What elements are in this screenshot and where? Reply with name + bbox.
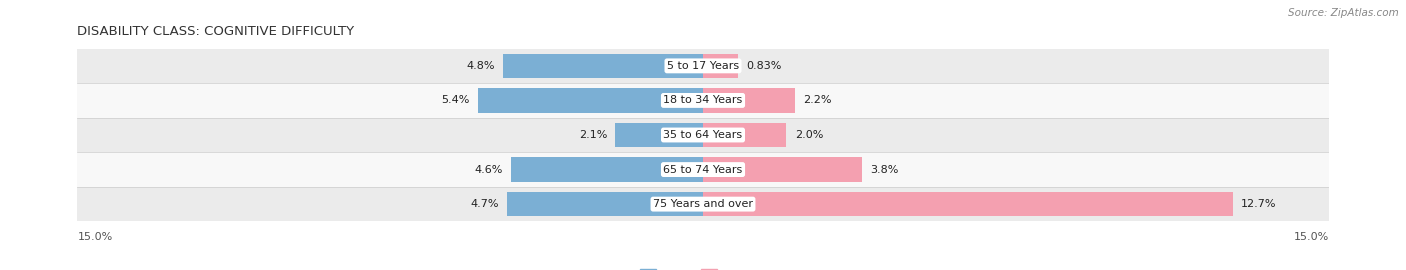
Text: 18 to 34 Years: 18 to 34 Years bbox=[664, 95, 742, 106]
Text: 15.0%: 15.0% bbox=[1294, 232, 1329, 242]
Bar bbox=[508, 192, 703, 216]
Bar bbox=[512, 157, 703, 182]
Bar bbox=[703, 88, 794, 113]
Text: 75 Years and over: 75 Years and over bbox=[652, 199, 754, 209]
Text: 2.0%: 2.0% bbox=[794, 130, 823, 140]
Text: 5 to 17 Years: 5 to 17 Years bbox=[666, 61, 740, 71]
Bar bbox=[77, 83, 1329, 118]
Bar bbox=[703, 157, 862, 182]
Text: Source: ZipAtlas.com: Source: ZipAtlas.com bbox=[1288, 8, 1399, 18]
Text: 3.8%: 3.8% bbox=[870, 164, 898, 175]
Bar bbox=[77, 118, 1329, 152]
Text: 4.6%: 4.6% bbox=[474, 164, 503, 175]
Bar bbox=[703, 54, 738, 78]
Bar bbox=[703, 192, 1233, 216]
Text: 15.0%: 15.0% bbox=[77, 232, 112, 242]
Bar bbox=[478, 88, 703, 113]
Bar bbox=[503, 54, 703, 78]
Text: 35 to 64 Years: 35 to 64 Years bbox=[664, 130, 742, 140]
Bar bbox=[616, 123, 703, 147]
Bar bbox=[77, 187, 1329, 221]
Text: 12.7%: 12.7% bbox=[1241, 199, 1277, 209]
Legend: Male, Female: Male, Female bbox=[636, 265, 770, 270]
Text: 4.8%: 4.8% bbox=[465, 61, 495, 71]
Text: 4.7%: 4.7% bbox=[470, 199, 499, 209]
Text: DISABILITY CLASS: COGNITIVE DIFFICULTY: DISABILITY CLASS: COGNITIVE DIFFICULTY bbox=[77, 25, 354, 38]
Text: 65 to 74 Years: 65 to 74 Years bbox=[664, 164, 742, 175]
Bar bbox=[703, 123, 786, 147]
Text: 2.1%: 2.1% bbox=[579, 130, 607, 140]
Text: 0.83%: 0.83% bbox=[747, 61, 782, 71]
Bar bbox=[77, 152, 1329, 187]
Text: 5.4%: 5.4% bbox=[441, 95, 470, 106]
Bar bbox=[77, 49, 1329, 83]
Text: 2.2%: 2.2% bbox=[803, 95, 831, 106]
